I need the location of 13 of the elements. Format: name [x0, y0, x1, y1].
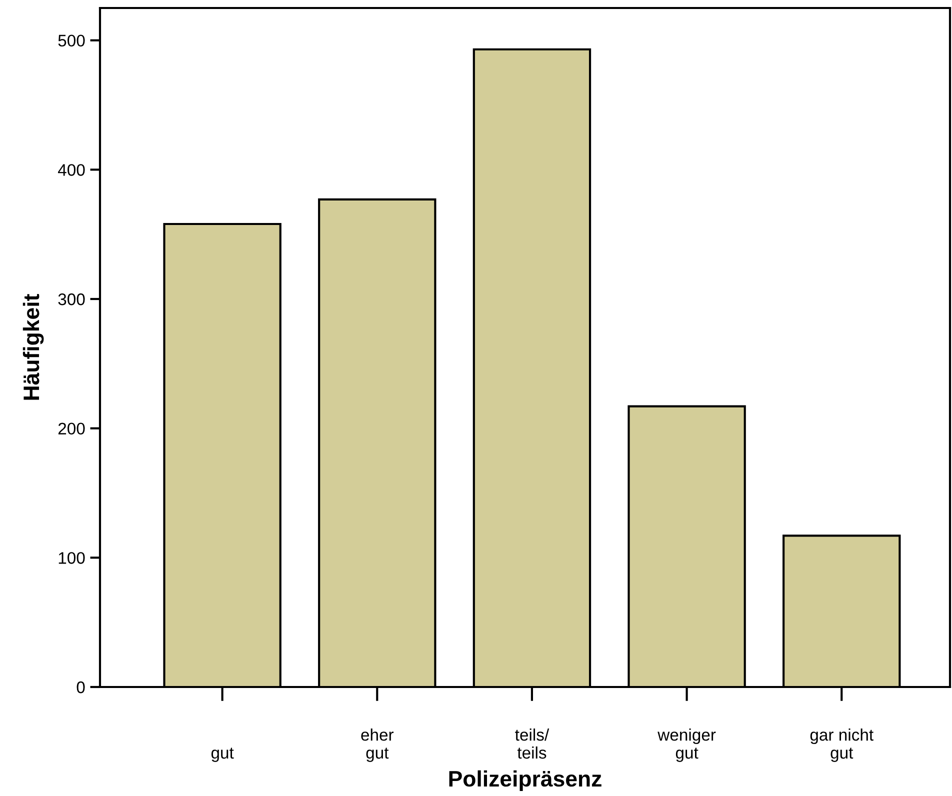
y-tick-label: 100 [58, 552, 85, 564]
y-tick-label: 500 [58, 34, 85, 47]
x-tick-label: weniger gut [658, 728, 716, 762]
x-tick-label: gar nicht gut [810, 728, 874, 762]
y-tick-label: 200 [58, 422, 85, 435]
y-axis-title: Häufigkeit [22, 294, 44, 400]
y-tick-label: 400 [58, 164, 85, 176]
y-tick-label: 300 [58, 293, 85, 306]
y-tick-label: 0 [76, 681, 85, 694]
x-axis-title: Polizeipräsenz [449, 770, 602, 792]
x-tick-label: teils/ teils [515, 728, 550, 759]
x-tick-label: eher gut [361, 728, 394, 762]
x-tick-label: gut [211, 748, 234, 762]
